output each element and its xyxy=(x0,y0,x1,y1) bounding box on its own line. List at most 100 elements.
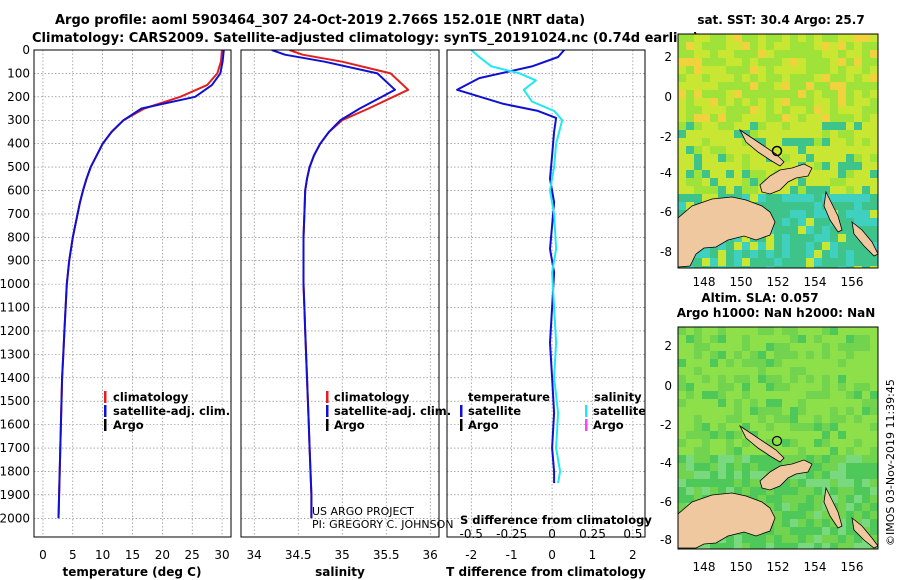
map-cell xyxy=(774,335,782,343)
new-guinea-land xyxy=(677,492,776,549)
map-cell xyxy=(814,527,822,535)
map-cell xyxy=(822,375,830,383)
map-cell xyxy=(774,130,782,138)
map-cell xyxy=(814,266,822,268)
map-cell xyxy=(678,335,686,343)
map-cell xyxy=(758,431,766,439)
map-cell xyxy=(870,90,878,98)
map-cell xyxy=(750,351,758,359)
map-cell xyxy=(702,479,710,487)
map-cell xyxy=(726,439,734,447)
map-cell xyxy=(702,455,710,463)
map-cell xyxy=(870,186,878,194)
map-cell xyxy=(854,543,862,549)
map-cell xyxy=(814,543,822,549)
map-cell xyxy=(790,178,798,186)
map-cell xyxy=(822,399,830,407)
map-cell xyxy=(734,58,742,66)
map-cell xyxy=(870,66,878,74)
map-cell xyxy=(758,162,766,170)
depth-tick-labels: 0 100 200 300 400 500 600 700 800 900 1000 1100 1200… xyxy=(0,43,30,525)
map-cell xyxy=(870,343,878,351)
map-cell xyxy=(838,391,846,399)
map-cell xyxy=(710,455,718,463)
map-cell xyxy=(862,543,870,549)
map-cell xyxy=(742,122,750,130)
legend-climatology-swatch xyxy=(104,391,107,403)
map-cell xyxy=(678,367,686,375)
map-cell xyxy=(854,343,862,351)
map-cell xyxy=(822,42,830,50)
map-cell xyxy=(782,146,790,154)
map-cell xyxy=(750,98,758,106)
solomons-land xyxy=(851,517,879,549)
map-cell xyxy=(710,186,718,194)
map-cell xyxy=(838,351,846,359)
map-cell xyxy=(718,162,726,170)
map-cell xyxy=(862,383,870,391)
map-cell xyxy=(822,242,830,250)
map-cell xyxy=(870,375,878,383)
map-cell xyxy=(750,415,758,423)
map-cell xyxy=(822,423,830,431)
map-cell xyxy=(854,138,862,146)
map-cell xyxy=(838,114,846,122)
map-cell xyxy=(862,226,870,234)
map-cell xyxy=(766,399,774,407)
map-cell xyxy=(838,367,846,375)
map-cell xyxy=(742,250,750,258)
map-cell xyxy=(870,391,878,399)
map-cell xyxy=(814,367,822,375)
map-cell xyxy=(782,82,790,90)
map-cell xyxy=(758,535,766,543)
map-cell xyxy=(822,535,830,543)
map-cell xyxy=(854,186,862,194)
map-cell xyxy=(710,90,718,98)
map-cell xyxy=(678,82,686,90)
map-cell xyxy=(726,146,734,154)
map-cell xyxy=(734,439,742,447)
map-cell xyxy=(726,327,734,335)
map-cell xyxy=(702,391,710,399)
map-cell xyxy=(678,34,686,42)
map-cell xyxy=(798,82,806,90)
map-cell xyxy=(686,407,694,415)
map-cell xyxy=(814,343,822,351)
map-cell xyxy=(870,431,878,439)
map-cell xyxy=(782,242,790,250)
map-cell xyxy=(774,266,782,268)
map-cell xyxy=(782,327,790,335)
depth-tick-label: 1200 xyxy=(0,324,30,338)
map-cell xyxy=(798,447,806,455)
map-cell xyxy=(718,98,726,106)
map-cell xyxy=(718,399,726,407)
map-cell xyxy=(846,82,854,90)
map-cell xyxy=(814,98,822,106)
map-cell xyxy=(782,106,790,114)
x-tick-label: 36 xyxy=(423,548,438,562)
map-cell xyxy=(862,367,870,375)
map-cell xyxy=(758,391,766,399)
map-cell xyxy=(782,258,790,266)
map-cell xyxy=(758,423,766,431)
map-cell xyxy=(694,391,702,399)
map-cell xyxy=(726,154,734,162)
map-cell xyxy=(838,535,846,543)
map-cell xyxy=(734,234,742,242)
map-cell xyxy=(806,34,814,42)
map-cell xyxy=(710,447,718,455)
map-cell xyxy=(766,106,774,114)
map-cell xyxy=(854,42,862,50)
new-ireland-land xyxy=(738,128,785,167)
map-cell xyxy=(750,66,758,74)
map-cell xyxy=(814,455,822,463)
map-cell xyxy=(678,447,686,455)
map-cell xyxy=(822,543,830,549)
map-cell xyxy=(702,423,710,431)
map-cell xyxy=(846,258,854,266)
map-cell xyxy=(750,194,758,202)
map-cell xyxy=(838,66,846,74)
map-cell xyxy=(870,106,878,114)
map-cell xyxy=(678,471,686,479)
map-cell xyxy=(686,66,694,74)
